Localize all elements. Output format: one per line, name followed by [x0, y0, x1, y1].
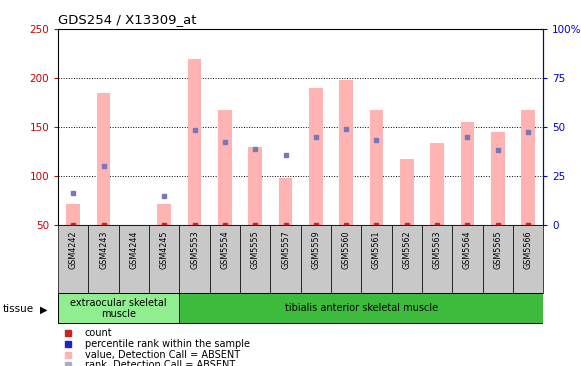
FancyBboxPatch shape	[392, 225, 422, 293]
FancyBboxPatch shape	[149, 225, 180, 293]
Bar	[218, 109, 232, 225]
Text: GSM4242: GSM4242	[69, 231, 78, 269]
Text: value, Detection Call = ABSENT: value, Detection Call = ABSENT	[85, 350, 240, 360]
Text: percentile rank within the sample: percentile rank within the sample	[85, 339, 250, 349]
Bar	[309, 88, 322, 225]
Bar	[248, 147, 262, 225]
FancyBboxPatch shape	[301, 225, 331, 293]
Text: GSM5553: GSM5553	[190, 231, 199, 269]
Bar	[491, 132, 504, 225]
Text: GSM5564: GSM5564	[463, 231, 472, 269]
Bar	[521, 109, 535, 225]
FancyBboxPatch shape	[483, 225, 513, 293]
Bar	[370, 109, 383, 225]
Text: tissue: tissue	[3, 304, 34, 314]
FancyBboxPatch shape	[240, 225, 270, 293]
Text: GSM5555: GSM5555	[250, 231, 260, 269]
Text: GSM5561: GSM5561	[372, 231, 381, 269]
Bar	[66, 203, 80, 225]
Text: GDS254 / X13309_at: GDS254 / X13309_at	[58, 13, 196, 26]
Text: GSM4244: GSM4244	[130, 231, 138, 269]
Text: GSM5563: GSM5563	[433, 231, 442, 269]
Bar	[339, 80, 353, 225]
FancyBboxPatch shape	[88, 225, 119, 293]
FancyBboxPatch shape	[210, 225, 240, 293]
Text: rank, Detection Call = ABSENT: rank, Detection Call = ABSENT	[85, 360, 235, 366]
FancyBboxPatch shape	[452, 225, 483, 293]
Bar	[431, 143, 444, 225]
FancyBboxPatch shape	[361, 225, 392, 293]
Bar	[97, 93, 110, 225]
FancyBboxPatch shape	[270, 225, 301, 293]
FancyBboxPatch shape	[180, 294, 543, 323]
FancyBboxPatch shape	[513, 225, 543, 293]
Text: ▶: ▶	[40, 304, 47, 314]
Text: GSM5560: GSM5560	[342, 231, 351, 269]
Text: extraocular skeletal
muscle: extraocular skeletal muscle	[70, 298, 167, 319]
Bar	[279, 178, 292, 225]
Text: GSM5554: GSM5554	[220, 231, 229, 269]
FancyBboxPatch shape	[58, 225, 88, 293]
Text: GSM5566: GSM5566	[523, 231, 533, 269]
Bar	[400, 158, 414, 225]
FancyBboxPatch shape	[331, 225, 361, 293]
Text: GSM5562: GSM5562	[402, 231, 411, 269]
Text: GSM5559: GSM5559	[311, 231, 320, 269]
FancyBboxPatch shape	[422, 225, 452, 293]
Text: GSM4243: GSM4243	[99, 231, 108, 269]
Bar	[188, 59, 202, 225]
FancyBboxPatch shape	[58, 294, 180, 323]
Text: count: count	[85, 328, 112, 338]
Text: GSM5557: GSM5557	[281, 231, 290, 269]
Text: GSM4245: GSM4245	[160, 231, 168, 269]
Text: GSM5565: GSM5565	[493, 231, 502, 269]
FancyBboxPatch shape	[180, 225, 210, 293]
FancyBboxPatch shape	[119, 225, 149, 293]
Bar	[157, 203, 171, 225]
Text: tibialis anterior skeletal muscle: tibialis anterior skeletal muscle	[285, 303, 438, 313]
Bar	[461, 122, 474, 225]
